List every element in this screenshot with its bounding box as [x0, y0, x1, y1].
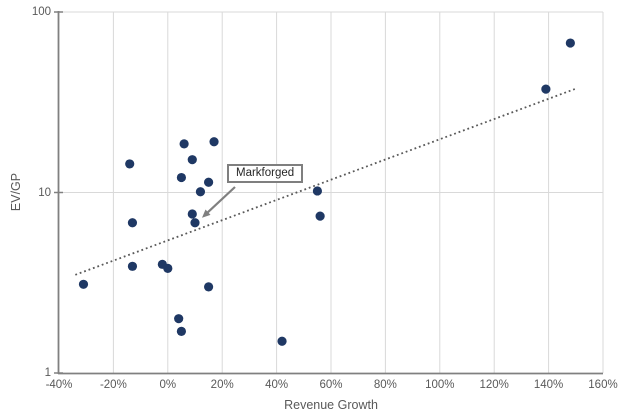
- y-tick-label: 1: [44, 367, 51, 379]
- scatter-point[interactable]: [204, 177, 214, 187]
- scatter-point[interactable]: [176, 326, 186, 337]
- x-axis-title: Revenue Growth: [284, 398, 378, 412]
- scatter-point[interactable]: [195, 187, 206, 197]
- x-tick-label: 140%: [533, 379, 564, 391]
- x-tick-label: 20%: [210, 379, 234, 391]
- annotation-arrow-shaft: [204, 186, 236, 216]
- scatter-point[interactable]: [541, 84, 551, 94]
- x-tick-label: 60%: [319, 379, 343, 391]
- scatter-point[interactable]: [163, 263, 173, 273]
- scatter-point[interactable]: [315, 211, 325, 221]
- scatter-point[interactable]: [187, 209, 197, 219]
- scatter-point[interactable]: [565, 38, 575, 48]
- annotation-markforged[interactable]: Markforged: [227, 164, 304, 183]
- scatter-point[interactable]: [176, 172, 186, 183]
- scatter-point[interactable]: [209, 137, 219, 147]
- scatter-point[interactable]: [277, 336, 287, 346]
- scatter-point[interactable]: [127, 261, 138, 271]
- scatter-point[interactable]: [187, 155, 197, 165]
- x-tick-label: 120%: [479, 379, 509, 391]
- x-tick-label: 100%: [425, 379, 455, 391]
- x-tick-label: 80%: [373, 379, 397, 391]
- scatter-point[interactable]: [204, 282, 214, 292]
- scatter-point[interactable]: [179, 139, 189, 149]
- trendline: [75, 87, 577, 276]
- scatter-point[interactable]: [190, 218, 200, 228]
- y-axis-title: EV/GP: [9, 172, 23, 212]
- x-tick-label: 40%: [265, 379, 289, 391]
- scatter-point[interactable]: [127, 218, 138, 228]
- scatter-point[interactable]: [174, 314, 184, 324]
- scatter-point[interactable]: [78, 279, 89, 289]
- y-tick-label: 100: [31, 6, 51, 18]
- scatter-point[interactable]: [125, 159, 135, 169]
- x-tick-label: 0%: [159, 379, 177, 391]
- x-tick-label: 160%: [588, 379, 618, 391]
- y-tick-label: 10: [38, 186, 51, 199]
- scatter-point[interactable]: [312, 186, 322, 196]
- x-tick-label: -40%: [45, 379, 73, 391]
- x-tick-label: -20%: [99, 379, 127, 391]
- annotation-arrowhead: [202, 209, 211, 218]
